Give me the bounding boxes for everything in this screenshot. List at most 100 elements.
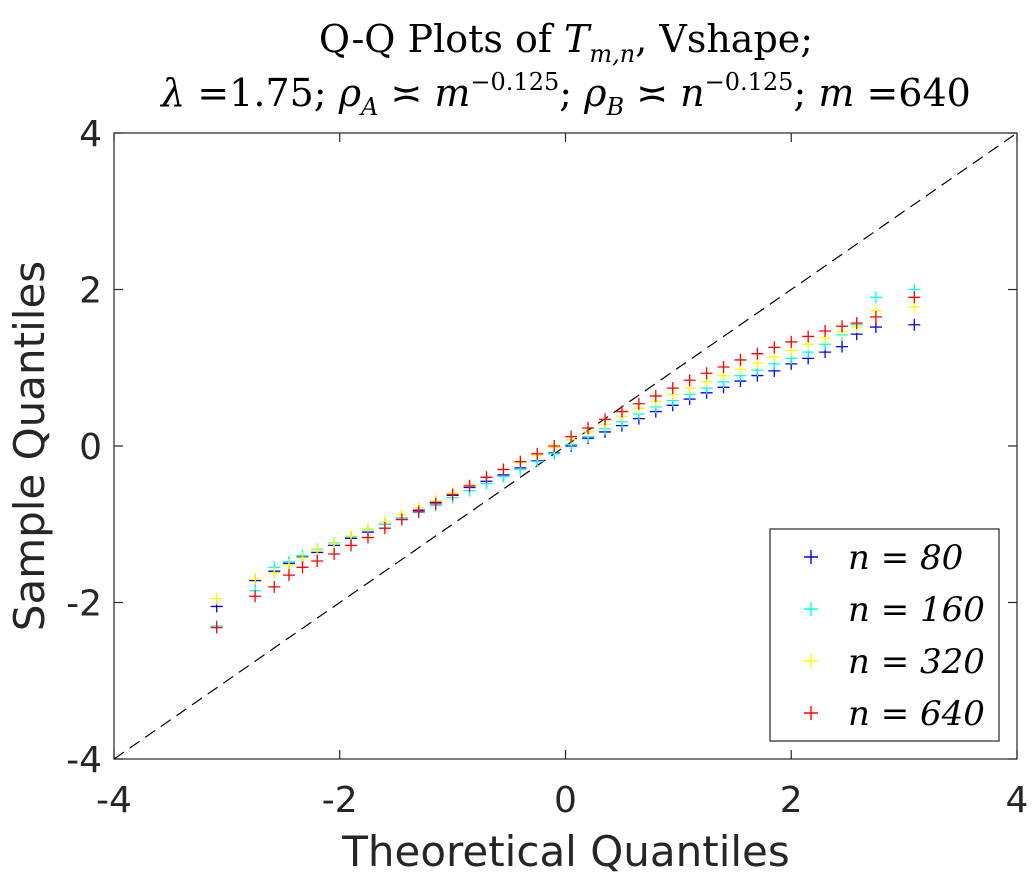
x-tick-label: 4 (1006, 780, 1029, 821)
y-tick-label: -4 (66, 740, 102, 781)
data-point (282, 569, 295, 582)
data-point (210, 592, 223, 605)
title-sep2: ; (793, 71, 818, 115)
data-point (768, 341, 781, 354)
data-point (565, 430, 578, 443)
title-m-label: m (818, 71, 854, 115)
data-point (582, 422, 595, 435)
data-point (311, 555, 324, 568)
data-point (717, 360, 730, 373)
legend-marker (804, 654, 818, 668)
data-point (249, 590, 262, 603)
data-point (850, 317, 863, 330)
data-point (446, 488, 459, 501)
legend: n = 80 n = 160 n = 320 n = 640 (769, 528, 1000, 742)
title-m-val: =640 (854, 71, 970, 115)
title-rhoA-sub: A (359, 93, 378, 121)
reference-line (113, 132, 1018, 760)
reference-line-group (113, 132, 1018, 760)
title-m-base: m (434, 71, 470, 115)
legend-label: n = 80 (848, 538, 963, 578)
title-rhoA: ρ (338, 71, 362, 115)
data-point (378, 522, 391, 535)
data-point (296, 561, 309, 574)
data-point (429, 497, 442, 510)
series-3 (210, 291, 921, 634)
data-point (480, 471, 493, 484)
data-point (908, 318, 921, 331)
data-point (311, 544, 324, 557)
data-point (249, 573, 262, 586)
chart-title-line2: λ =1.75; ρA ≍ m−0.125; ρB ≍ n−0.125; m =… (159, 68, 971, 121)
legend-marker (804, 706, 818, 720)
data-point (463, 479, 476, 492)
data-point (700, 367, 713, 380)
data-point (836, 340, 849, 353)
legend-label: n = 160 (848, 590, 985, 630)
data-point (683, 374, 696, 387)
data-point (819, 324, 832, 337)
data-point (599, 413, 612, 426)
data-point (395, 513, 408, 526)
data-point (210, 621, 223, 634)
data-point (268, 566, 281, 579)
y-tick-label: -2 (66, 584, 102, 625)
data-point (649, 389, 662, 402)
data-point (908, 291, 921, 304)
title-symbol: T (564, 17, 592, 61)
x-tick-label: -4 (96, 780, 132, 821)
y-tick-label: 4 (79, 114, 102, 155)
data-point (548, 440, 561, 452)
legend-marker (804, 550, 818, 564)
y-axis-label: Sample Quantiles (5, 261, 54, 631)
title-n-exp: −0.125 (705, 68, 794, 96)
data-point (361, 531, 374, 544)
y-tick-label: 2 (79, 271, 102, 312)
title-suffix: , Vshape; (635, 17, 813, 61)
data-point (869, 310, 882, 323)
x-tick-label: -2 (322, 780, 358, 821)
data-markers (210, 283, 921, 634)
chart-title-line1: Q-Q Plots of Tm,n, Vshape; (319, 17, 813, 68)
y-tick-label: 0 (79, 427, 102, 468)
title-asymp2: ≍ (624, 71, 680, 115)
data-point (268, 580, 281, 593)
x-tick-label: 0 (554, 780, 577, 821)
title-rhoB-sub: B (605, 93, 624, 121)
x-tick-label: 2 (780, 780, 803, 821)
data-point (666, 382, 679, 395)
data-point (802, 330, 815, 343)
title-asymp1: ≍ (378, 71, 434, 115)
data-point (632, 397, 645, 410)
title-lambda: λ (159, 71, 185, 115)
data-point (514, 455, 527, 468)
data-point (412, 505, 425, 518)
data-point (282, 558, 295, 571)
data-point (531, 447, 544, 460)
data-point (345, 539, 358, 552)
title-prefix: Q-Q Plots of (319, 17, 564, 61)
data-point (785, 335, 798, 348)
x-axis-label: Theoretical Quantiles (341, 827, 790, 876)
data-point (869, 291, 882, 304)
legend-label: n = 320 (848, 642, 985, 682)
title-rhoB: ρ (583, 71, 607, 115)
legend-label: n = 640 (848, 694, 985, 734)
title-sep1: ; (559, 71, 584, 115)
data-point (734, 353, 747, 366)
data-point (497, 463, 510, 476)
data-point (836, 320, 849, 333)
title-n-base: n (680, 71, 704, 115)
data-point (328, 537, 341, 550)
data-point (869, 321, 882, 334)
axis-ticks: -4 -2 0 2 4 -4 -2 0 2 4 (66, 114, 1028, 821)
data-point (328, 547, 341, 560)
title-lambda-val: =1.75; (185, 71, 338, 115)
title-subscript: m,n (589, 40, 635, 68)
title-m-exp: −0.125 (470, 68, 559, 96)
legend-box (769, 528, 1000, 742)
legend-marker (804, 602, 818, 616)
data-point (615, 405, 628, 418)
